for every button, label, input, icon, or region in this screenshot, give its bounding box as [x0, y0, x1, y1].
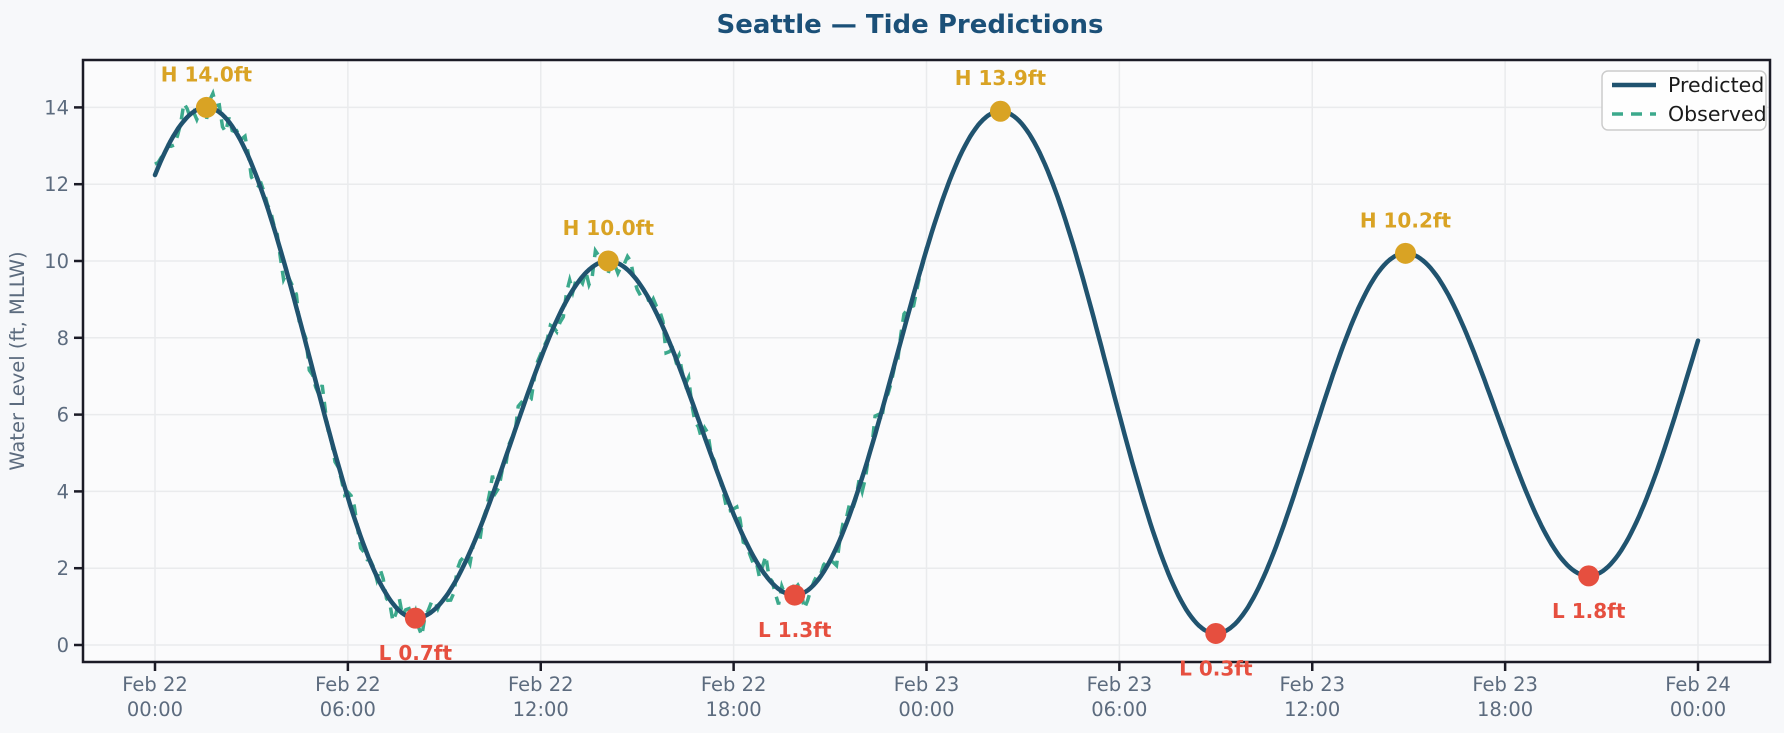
low-tide-marker: [1205, 622, 1227, 644]
y-tick-label: 0: [57, 634, 69, 657]
x-tick-label-date: Feb 23: [1087, 673, 1153, 696]
x-tick-label-date: Feb 22: [315, 673, 381, 696]
tide-annotation-h: H 13.9ft: [955, 66, 1047, 90]
x-tick-label-date: Feb 22: [122, 673, 188, 696]
legend: Predicted Observed: [1601, 70, 1767, 131]
high-tide-marker: [597, 250, 619, 272]
high-tide-marker: [1394, 242, 1416, 264]
high-tide-marker: [195, 96, 217, 118]
x-tick-label-time: 12:00: [1284, 698, 1340, 721]
low-tide-marker: [784, 584, 806, 606]
tide-annotation-h: H 10.0ft: [563, 216, 655, 240]
low-tide-marker: [1578, 565, 1600, 587]
x-tick-label-time: 00:00: [898, 698, 954, 721]
legend-label-observed: Observed: [1668, 102, 1767, 126]
x-tick-label-time: 06:00: [1091, 698, 1147, 721]
x-tick-label-time: 12:00: [513, 698, 569, 721]
x-tick-label-time: 18:00: [1477, 698, 1533, 721]
high-tide-marker: [989, 100, 1011, 122]
x-tick-label-time: 06:00: [320, 698, 376, 721]
grid-lines: [83, 60, 1770, 662]
x-tick-label-time: 18:00: [706, 698, 762, 721]
x-tick-label-date: Feb 24: [1665, 673, 1731, 696]
y-tick-label: 12: [44, 173, 69, 196]
x-tick-label-date: Feb 23: [1279, 673, 1345, 696]
tide-annotation-h: H 14.0ft: [161, 62, 253, 86]
x-tick-label-time: 00:00: [1670, 698, 1726, 721]
y-tick-label: 6: [57, 404, 69, 427]
y-axis-label: Water Level (ft, MLLW): [6, 251, 29, 470]
tide-annotation-l: L 1.3ft: [758, 618, 832, 642]
x-tick-label-date: Feb 23: [894, 673, 960, 696]
y-tick-label: 14: [44, 96, 69, 119]
axis-ticks: [74, 106, 1700, 671]
y-tick-label: 2: [57, 557, 69, 580]
y-tick-label: 10: [44, 250, 69, 273]
tide-annotation-h: H 10.2ft: [1360, 208, 1452, 232]
x-tick-label-date: Feb 22: [508, 673, 574, 696]
page-title: Seattle — Tide Predictions: [717, 10, 1104, 40]
x-tick-label-date: Feb 22: [701, 673, 767, 696]
tide-annotations: H 14.0ft L 0.7ft H 10.0ft L 1.3ft H 13.9ft L …: [161, 62, 1626, 680]
x-tick-label-time: 00:00: [127, 698, 183, 721]
y-tick-label: 4: [57, 480, 69, 503]
y-tick-label: 8: [57, 327, 69, 350]
tide-annotation-l: L 1.8ft: [1552, 599, 1626, 623]
x-tick-label-date: Feb 23: [1472, 673, 1538, 696]
tide-annotation-l: L 0.3ft: [1179, 656, 1253, 680]
low-tide-marker: [404, 607, 426, 629]
legend-label-predicted: Predicted: [1668, 73, 1764, 97]
tide-annotation-l: L 0.7ft: [379, 641, 453, 665]
y-tick-labels: 0 2 4 6 8 10 12 14: [44, 96, 69, 657]
